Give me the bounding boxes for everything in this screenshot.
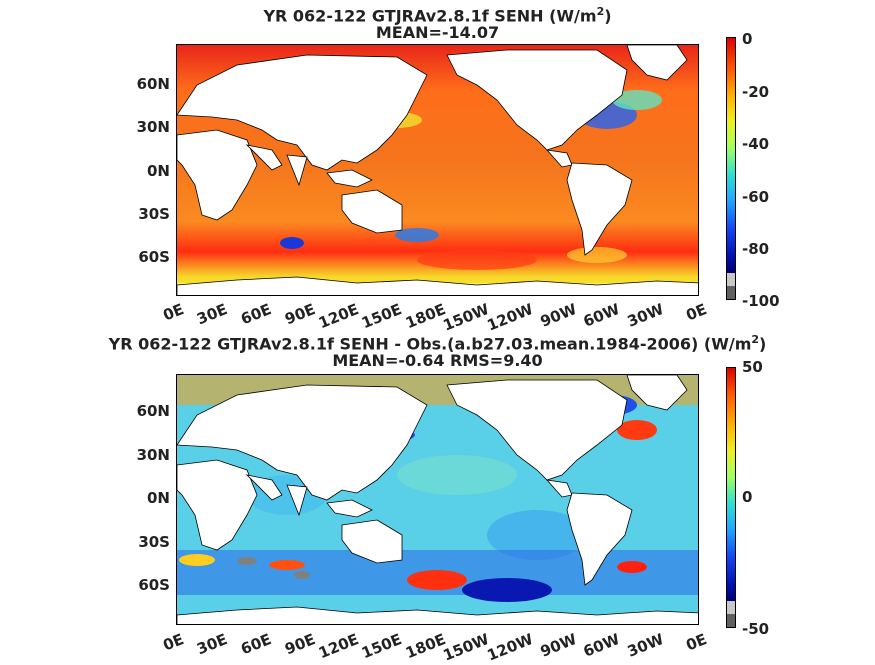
panel1-lon-label: 120E [315, 300, 362, 333]
panel1-colorbar-tick: 0 [742, 30, 753, 48]
panel1-lat-label: 60N [136, 75, 170, 93]
panel2-lon-label: 150E [359, 630, 405, 663]
panel1-map [176, 44, 699, 296]
panel2-lon-label: 30W [624, 630, 667, 661]
panel1-lon-label: 90E [281, 300, 318, 329]
panel1-lon-label: 30W [624, 300, 667, 331]
panel2-lon-label: 90E [281, 630, 318, 659]
panel2-map [176, 374, 699, 625]
panel2-colorbar-tick: 50 [742, 358, 763, 376]
panel2-lon-label: 60E [238, 630, 274, 659]
panel2-colorbar [726, 367, 736, 628]
panel1-lat-label: 30S [138, 205, 170, 223]
panel1-lon-label: 60E [238, 300, 274, 329]
panel2-lat-label: 30N [136, 446, 170, 464]
panel1-lat-label: 60S [138, 248, 170, 266]
panel2-lon-label: 90W [537, 630, 579, 661]
panel2-lon-label: 0E [160, 630, 187, 655]
panel2-lat-label: 60N [136, 402, 170, 420]
panel2-title: YR 062-122 GTJRAv2.8.1f SENH - Obs.(a.b2… [108, 333, 767, 354]
panel1-colorbar-tick: -40 [742, 135, 770, 153]
panel1-lat-label: 30N [136, 118, 170, 136]
panel2-lon-label: 180E [402, 630, 449, 663]
panel1-lat-label: 0N [147, 162, 170, 180]
panel1-lon-label: 30E [194, 300, 231, 329]
panel2-colorbar-tick: 0 [742, 488, 753, 506]
panel2-lon-label: 120W [484, 630, 536, 665]
panel1-lon-label: 0E [160, 300, 187, 325]
panel1-subtitle: MEAN=-14.07 [375, 23, 500, 42]
panel1-lon-label: 180E [402, 300, 449, 333]
panel1-colorbar-tick: -60 [742, 188, 770, 206]
panel1-colorbar-tick: -80 [742, 240, 770, 258]
panel2-colorbar-tick: -50 [742, 620, 770, 638]
panel1-colorbar [726, 37, 736, 300]
panel1-lon-label: 90W [537, 300, 579, 331]
panel2-lon-label: 120E [315, 630, 362, 663]
panel2-lon-label: 0E [683, 630, 710, 655]
panel2-subtitle: MEAN=-0.64 RMS=9.40 [332, 351, 543, 370]
panel2-lat-label: 30S [138, 533, 170, 551]
panel1-colorbar-tick: -100 [742, 292, 780, 310]
panel2-lat-label: 0N [147, 489, 170, 507]
panel2-lon-label: 60W [581, 630, 623, 661]
panel1-colorbar-tick: -20 [742, 83, 770, 101]
panel1-lon-label: 150E [359, 300, 405, 333]
panel1-title: YR 062-122 GTJRAv2.8.1f SENH (W/m2) [263, 5, 612, 26]
panel1-lon-label: 0E [683, 300, 710, 325]
panel1-lon-label: 60W [581, 300, 623, 331]
panel2-lat-label: 60S [138, 576, 170, 594]
panel2-lon-label: 30E [194, 630, 231, 659]
